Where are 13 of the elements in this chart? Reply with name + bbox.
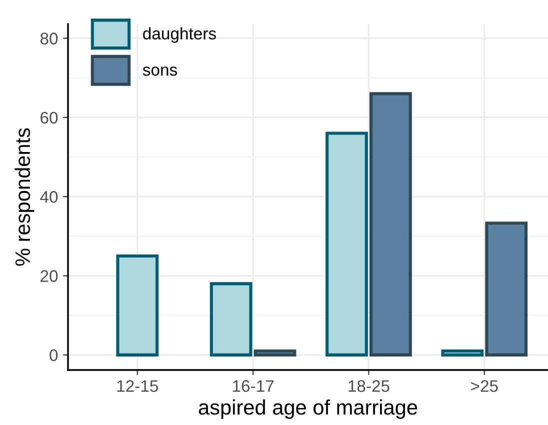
x-tick-label: 16-17 <box>233 380 274 392</box>
y-tick-label: 20 <box>40 270 58 282</box>
y-tick-label: 80 <box>40 32 58 44</box>
y-axis-title: % respondents <box>14 128 34 266</box>
x-tick-label: >25 <box>471 380 498 392</box>
legend-label: daughters <box>143 27 216 43</box>
y-tick-label: 0 <box>50 349 58 362</box>
x-tick-label: 12-15 <box>117 380 158 392</box>
legend-label: sons <box>142 66 178 76</box>
y-tick-label: 60 <box>40 112 58 124</box>
x-tick-label: 18-25 <box>348 380 390 392</box>
y-tick-label: 40 <box>40 191 58 203</box>
x-axis-title: aspired age of marriage <box>198 399 418 419</box>
